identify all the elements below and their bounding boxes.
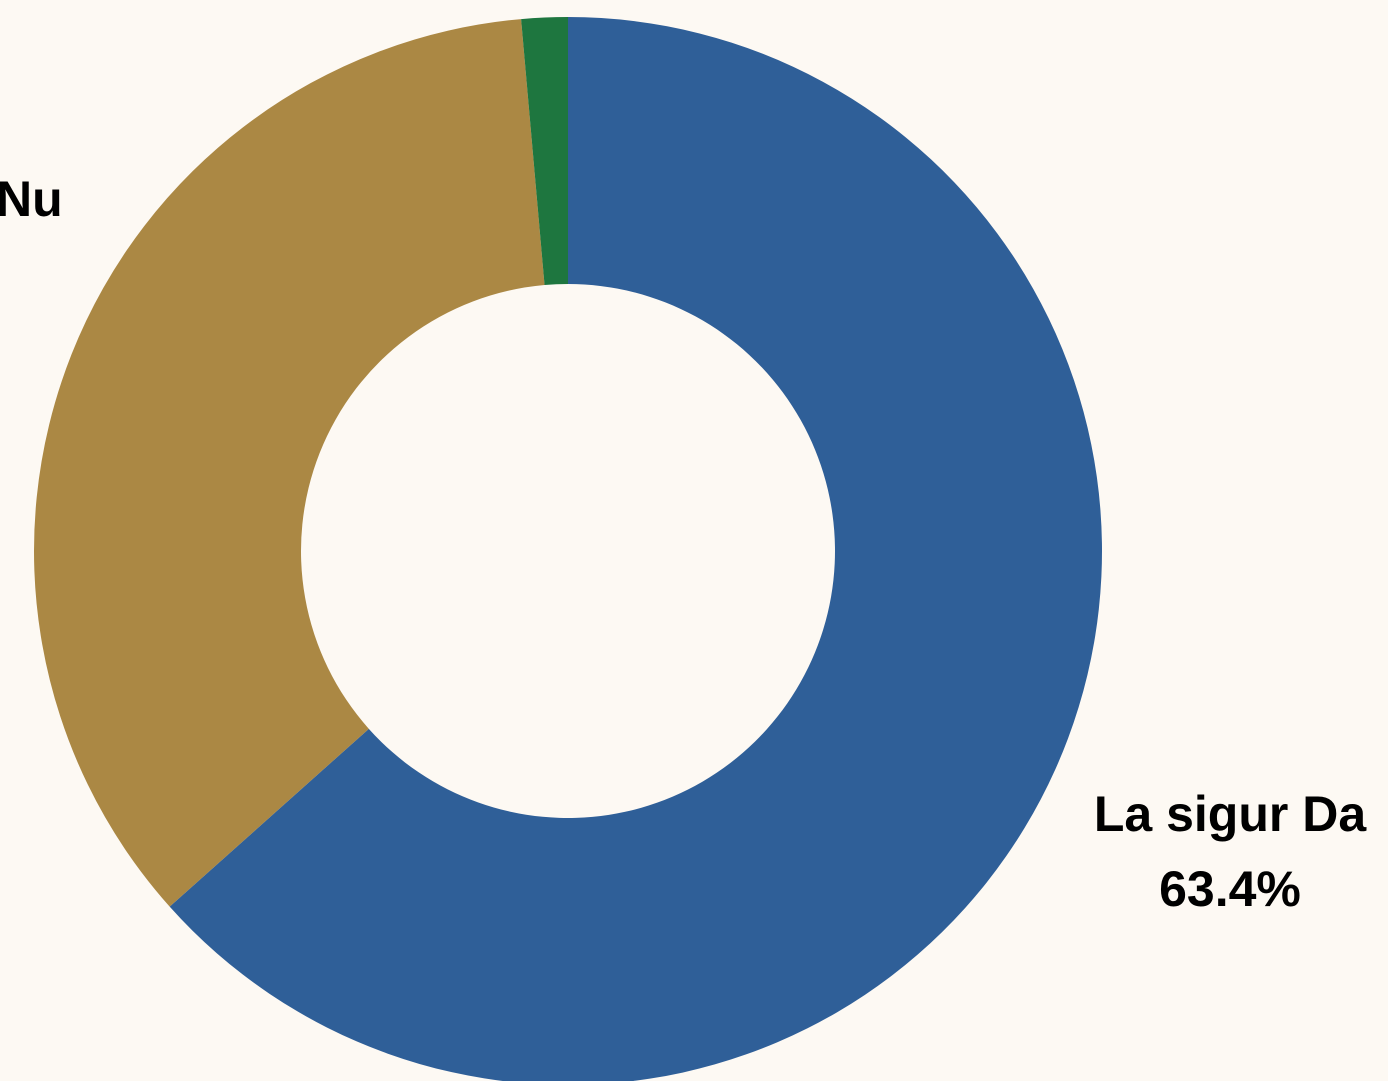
slice-label-name-la-sigur-da: La sigur Da	[1094, 786, 1367, 842]
donut-slices	[34, 17, 1102, 1081]
slice-label-percent-la-sigur-da: 63.4%	[1159, 861, 1301, 917]
donut-slice-1	[169, 17, 1102, 1081]
slice-label-name-nu: Nu	[0, 171, 63, 227]
donut-slice-3	[521, 17, 568, 286]
donut-slice-2	[34, 19, 545, 907]
